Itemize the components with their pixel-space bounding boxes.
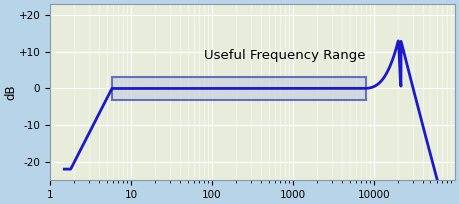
Text: Useful Frequency Range: Useful Frequency Range <box>204 49 366 62</box>
Bar <box>112 77 366 100</box>
Y-axis label: dB: dB <box>4 84 17 100</box>
